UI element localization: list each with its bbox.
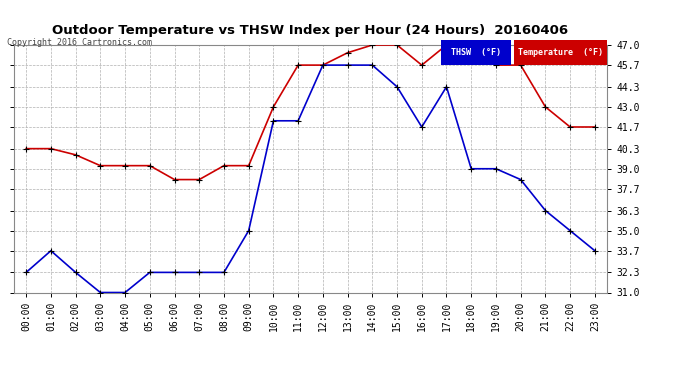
Title: Outdoor Temperature vs THSW Index per Hour (24 Hours)  20160406: Outdoor Temperature vs THSW Index per Ho… bbox=[52, 24, 569, 38]
Text: Copyright 2016 Cartronics.com: Copyright 2016 Cartronics.com bbox=[7, 38, 152, 47]
